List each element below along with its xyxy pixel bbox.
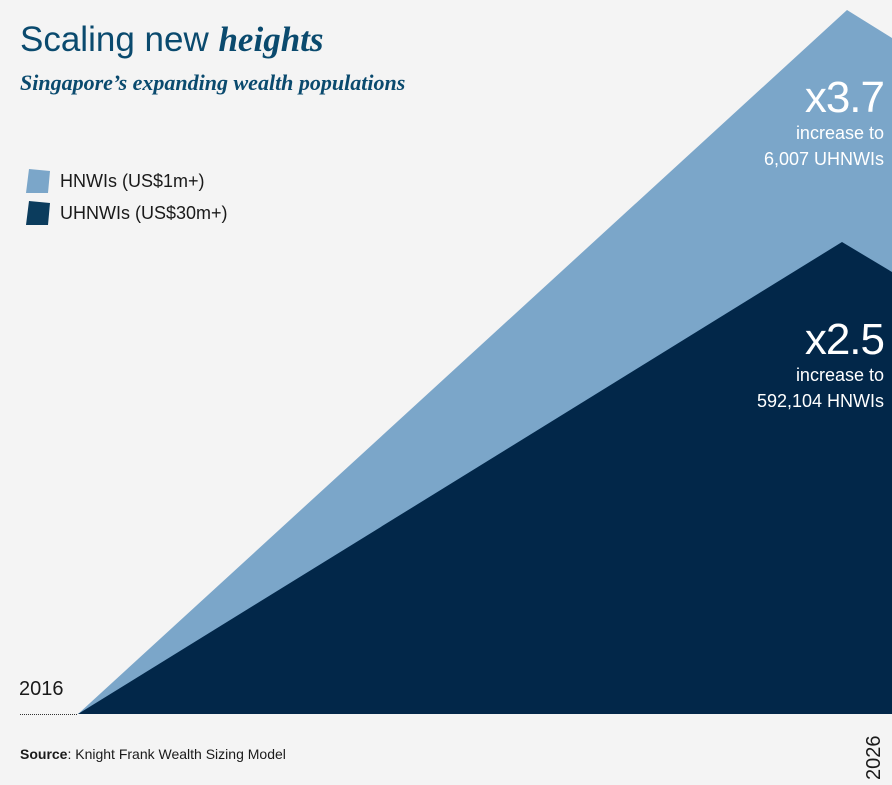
callout-uhnwi: x3.7 increase to 6,007 UHNWIs	[763, 73, 885, 172]
source-note: Source: Knight Frank Wealth Sizing Model	[20, 746, 286, 762]
title-prefix: Scaling new	[20, 20, 209, 59]
callout-uhnwi-multiplier: x3.7	[804, 73, 885, 122]
legend-item-hnwi: HNWIs (US$1m+)	[26, 165, 228, 197]
hnwi-growth-area	[78, 242, 892, 714]
legend-item-uhnwi: UHNWIs (US$30m+)	[26, 197, 228, 229]
callout-hnwi-line1: increase to	[795, 365, 884, 385]
legend-label-uhnwi: UHNWIs (US$30m+)	[60, 202, 228, 223]
source-text: : Knight Frank Wealth Sizing Model	[67, 746, 286, 762]
callout-hnwi-line2: 592,104 HNWIs	[756, 391, 884, 411]
callout-uhnwi-line1: increase to	[795, 123, 884, 143]
callout-uhnwi-line2: 6,007 UHNWIs	[763, 149, 884, 169]
end-year-label: 2026	[863, 735, 885, 781]
chart-subtitle: Singapore’s expanding wealth populations	[20, 70, 406, 95]
source-label: Source	[20, 746, 68, 762]
legend-swatch-hnwi	[26, 169, 50, 193]
legend: HNWIs (US$1m+) UHNWIs (US$30m+)	[26, 165, 228, 229]
chart-title: Scaling new heights	[20, 22, 324, 57]
callout-hnwi: x2.5 increase to 592,104 HNWIs	[756, 315, 885, 414]
callout-hnwi-multiplier: x2.5	[804, 315, 885, 364]
legend-swatch-uhnwi	[26, 201, 50, 225]
start-year-label: 2016	[19, 678, 64, 700]
legend-label-hnwi: HNWIs (US$1m+)	[60, 170, 205, 191]
title-emphasis: heights	[218, 20, 324, 59]
